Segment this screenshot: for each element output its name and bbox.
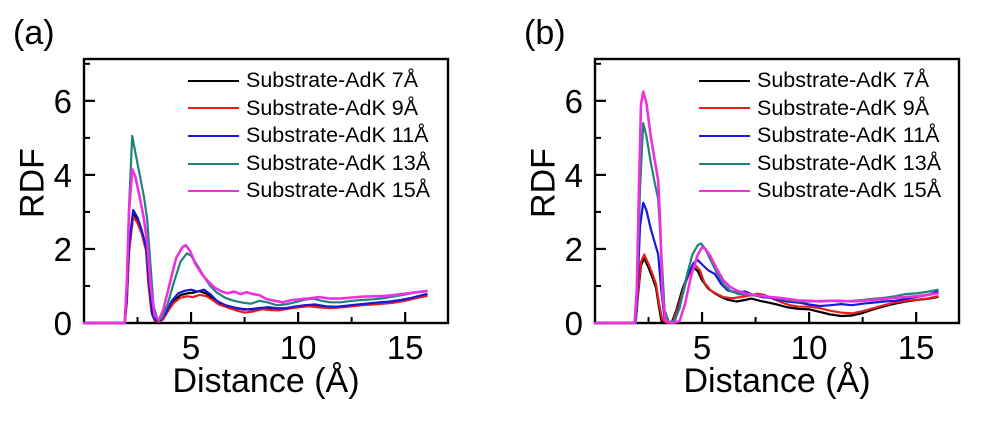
series-line-substrate-adk-15- bbox=[593, 90, 939, 325]
legend-item: Substrate-AdK 15Å bbox=[699, 177, 941, 205]
legend-line-swatch bbox=[188, 162, 239, 165]
legend-label: Substrate-AdK 15Å bbox=[246, 178, 431, 203]
y-tick-label: 4 bbox=[54, 157, 72, 194]
series-line-substrate-adk-11- bbox=[82, 209, 428, 325]
panel-b-x-axis-title: Distance (Å) bbox=[683, 362, 871, 400]
legend-label: Substrate-AdK 15Å bbox=[757, 178, 942, 203]
legend-line-swatch bbox=[699, 162, 750, 165]
legend-label: Substrate-AdK 9Å bbox=[246, 95, 419, 120]
legend-item: Substrate-AdK 9Å bbox=[699, 95, 941, 123]
series-line-substrate-adk-15- bbox=[82, 168, 428, 325]
x-tick-label: 5 bbox=[182, 329, 200, 366]
x-tick-label: 10 bbox=[791, 329, 828, 366]
legend-line-swatch bbox=[188, 190, 239, 193]
y-tick-label: 2 bbox=[565, 231, 583, 268]
legend-label: Substrate-AdK 11Å bbox=[757, 123, 940, 148]
x-tick-label: 15 bbox=[898, 329, 935, 366]
series-line-substrate-adk-7- bbox=[82, 212, 428, 325]
legend-item: Substrate-AdK 7Å bbox=[188, 67, 430, 95]
panel-b-plot: 5 10 15 0 2 4 6 bbox=[565, 57, 961, 366]
panel-b-legend: Substrate-AdK 7Å Substrate-AdK 9Å Substrat… bbox=[699, 67, 941, 205]
legend-item: Substrate-AdK 15Å bbox=[188, 177, 430, 205]
legend-label: Substrate-AdK 13Å bbox=[757, 150, 942, 175]
y-tick-label: 0 bbox=[565, 305, 583, 342]
legend-label: Substrate-AdK 13Å bbox=[246, 150, 431, 175]
legend-item: Substrate-AdK 9Å bbox=[188, 95, 430, 123]
legend-label: Substrate-AdK 11Å bbox=[246, 123, 429, 148]
legend-item: Substrate-AdK 11Å bbox=[188, 122, 430, 150]
series-line-substrate-adk-7- bbox=[593, 257, 939, 325]
panel-b: (b) RDF 5 10 15 0 2 4 6 Substrate-AdK 7Å Substr… bbox=[511, 0, 997, 433]
legend-label: Substrate-AdK 7Å bbox=[757, 68, 930, 93]
panel-a-label: (a) bbox=[13, 14, 55, 52]
y-tick-label: 4 bbox=[565, 157, 583, 194]
legend-line-swatch bbox=[188, 107, 239, 110]
panel-b-label: (b) bbox=[524, 14, 566, 52]
legend-line-swatch bbox=[699, 107, 750, 110]
panel-a: (a) RDF 5 10 15 0 2 4 6 Substrate-AdK 7Å Substr… bbox=[0, 0, 498, 433]
x-tick-label: 15 bbox=[387, 329, 424, 366]
y-tick-label: 2 bbox=[54, 231, 72, 268]
panel-a-legend: Substrate-AdK 7Å Substrate-AdK 9Å Substrat… bbox=[188, 67, 430, 205]
panel-a-plot: 5 10 15 0 2 4 6 bbox=[54, 57, 450, 366]
y-tick-label: 6 bbox=[565, 83, 583, 120]
legend-item: Substrate-AdK 7Å bbox=[699, 67, 941, 95]
series-line-substrate-adk-11- bbox=[593, 201, 939, 325]
legend-item: Substrate-AdK 13Å bbox=[699, 150, 941, 178]
legend-line-swatch bbox=[188, 79, 239, 82]
legend-label: Substrate-AdK 9Å bbox=[757, 95, 930, 120]
x-tick-label: 10 bbox=[280, 329, 317, 366]
series-line-substrate-adk-13- bbox=[82, 134, 428, 325]
legend-label: Substrate-AdK 7Å bbox=[246, 68, 419, 93]
x-tick-label: 5 bbox=[693, 329, 711, 366]
plot-frame bbox=[82, 57, 450, 325]
legend-item: Substrate-AdK 11Å bbox=[699, 122, 941, 150]
legend-line-swatch bbox=[699, 190, 750, 193]
legend-line-swatch bbox=[699, 79, 750, 82]
y-tick-label: 0 bbox=[54, 305, 72, 342]
series-line-substrate-adk-9- bbox=[593, 253, 939, 325]
legend-item: Substrate-AdK 13Å bbox=[188, 150, 430, 178]
panel-a-x-axis-title: Distance (Å) bbox=[172, 362, 360, 400]
legend-line-swatch bbox=[699, 134, 750, 137]
legend-line-swatch bbox=[188, 134, 239, 137]
series-line-substrate-adk-9- bbox=[82, 215, 428, 325]
y-tick-label: 6 bbox=[54, 83, 72, 120]
plot-frame bbox=[593, 57, 961, 325]
